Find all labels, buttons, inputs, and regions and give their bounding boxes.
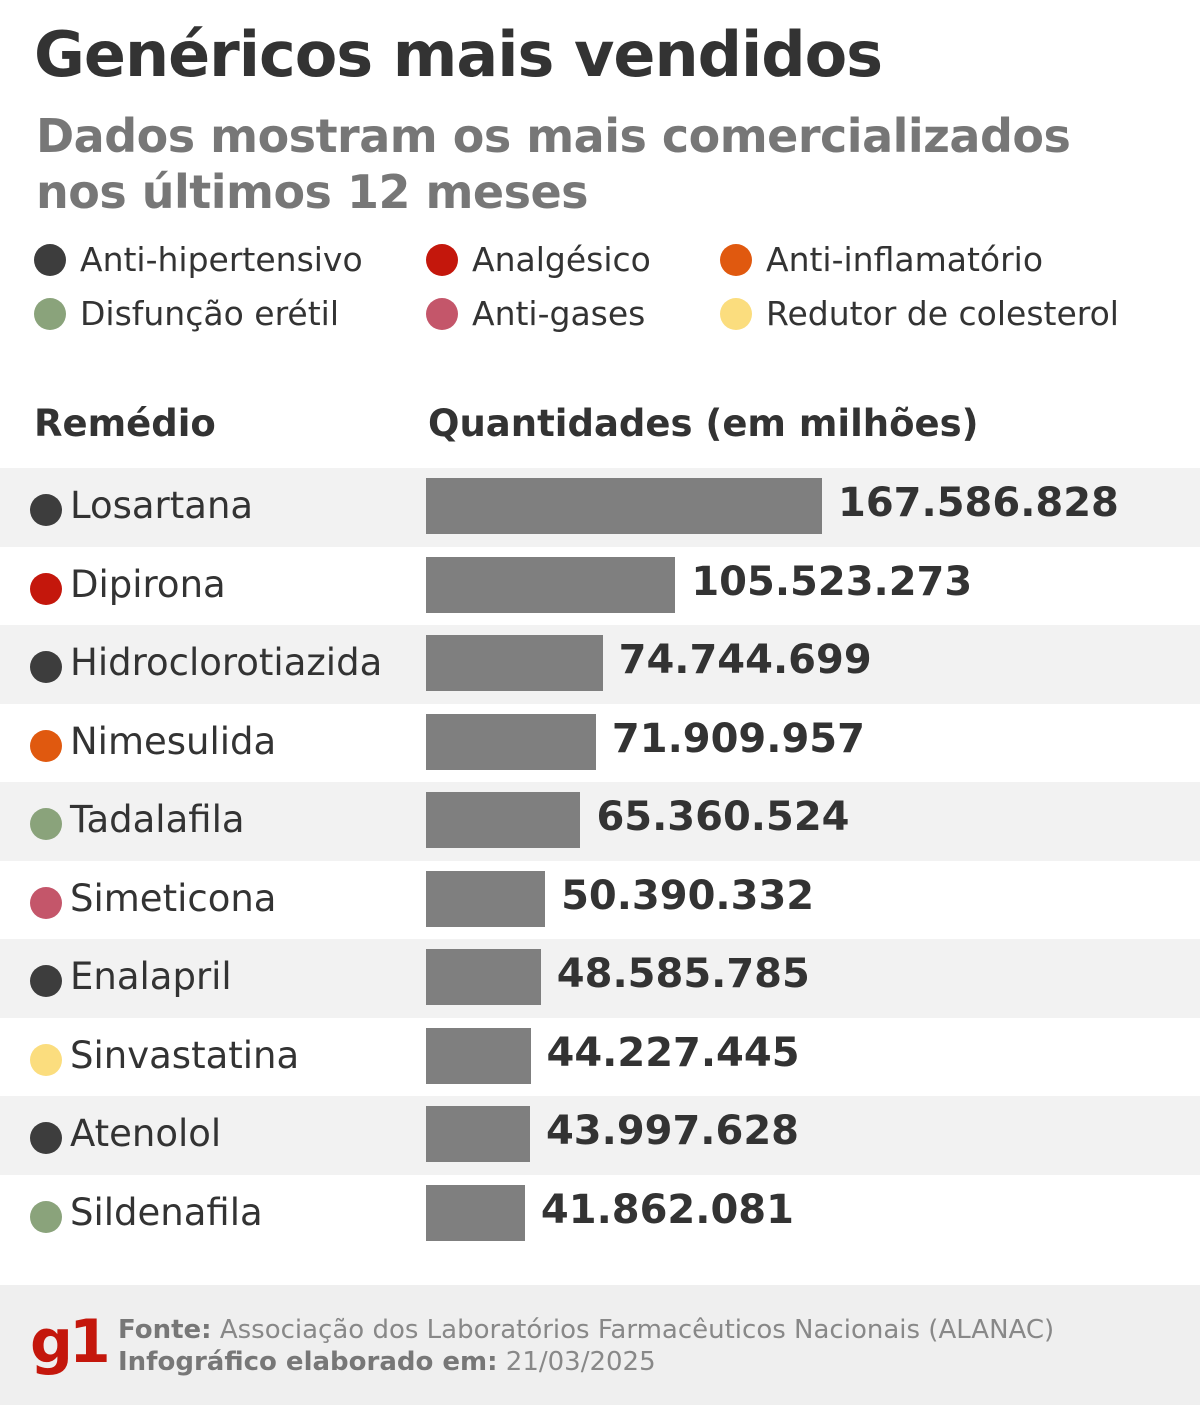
- date-label: Infográfico elaborado em:: [118, 1347, 498, 1377]
- bar-label: Sinvastatina: [70, 1033, 300, 1077]
- bar-value-label: 43.997.628: [545, 1108, 799, 1154]
- bar-row: Hidroclorotiazida 74.744.699: [0, 625, 1200, 704]
- bar-row: Enalapril 48.585.785: [0, 939, 1200, 1018]
- date-line: Infográfico elaborado em: 21/03/2025: [118, 1347, 656, 1377]
- bar-label: Losartana: [70, 484, 254, 527]
- bar-row: Losartana 167.586.828: [0, 468, 1200, 547]
- source-text: Associação dos Laboratórios Farmacêutico…: [219, 1315, 1055, 1345]
- legend-dot-icon: [426, 297, 458, 330]
- legend-item: Disfunção erétil: [34, 294, 339, 333]
- bar-label: Hidroclorotiazida: [70, 641, 383, 684]
- footer: g1 Fonte: Associação dos Laboratórios Fa…: [0, 1285, 1200, 1405]
- legend-label: Anti-inflamatório: [766, 240, 1044, 279]
- legend-label: Anti-gases: [472, 294, 646, 333]
- bar-label: Dipirona: [70, 562, 226, 606]
- legend-dot-icon: [720, 297, 752, 330]
- column-header-name: Remédio: [34, 402, 216, 445]
- column-header-value: Quantidades (em milhões): [428, 402, 979, 445]
- bar: [426, 556, 676, 613]
- source-label: Fonte:: [118, 1315, 212, 1345]
- bar: [426, 870, 546, 927]
- category-dot-icon: [30, 965, 62, 997]
- bar-label: Simeticona: [70, 876, 277, 920]
- category-dot-icon: [30, 494, 62, 526]
- legend-dot-icon: [34, 243, 66, 276]
- bar-row: Sinvastatina 44.227.445: [0, 1018, 1200, 1097]
- g1-logo: g1: [30, 1307, 111, 1377]
- legend-label: Analgésico: [472, 240, 651, 279]
- bar: [426, 1106, 530, 1162]
- category-dot-icon: [30, 572, 62, 605]
- legend-dot-icon: [34, 297, 66, 330]
- bar-label: Tadalafila: [70, 798, 245, 841]
- legend-item: Redutor de colesterol: [720, 294, 1119, 333]
- bar-chart: Losartana 167.586.828 Dipirona 105.523.273 H…: [0, 468, 1200, 1253]
- bar-value-label: 50.390.332: [561, 872, 815, 919]
- chart-title: Genéricos mais vendidos: [34, 18, 883, 91]
- bar-value-label: 48.585.785: [556, 951, 810, 997]
- legend-item: Anti-gases: [426, 294, 645, 333]
- bar: [426, 1027, 531, 1084]
- bar-value-label: 74.744.699: [618, 637, 872, 683]
- bar-label: Sildenafila: [70, 1190, 263, 1234]
- chart-subtitle: Dados mostram os mais comercializados no…: [36, 109, 1071, 219]
- bar-value-label: 71.909.957: [611, 715, 865, 762]
- bar: [426, 1184, 525, 1241]
- bar-value-label: 65.360.524: [596, 794, 850, 840]
- legend-item: Anti-hipertensivo: [34, 240, 363, 279]
- category-dot-icon: [30, 808, 62, 840]
- category-dot-icon: [30, 729, 62, 762]
- bar: [426, 713, 596, 770]
- bar: [426, 792, 581, 848]
- bar-row: Sildenafila 41.862.081: [0, 1175, 1200, 1254]
- bar-label: Atenolol: [70, 1112, 222, 1155]
- legend-label: Anti-hipertensivo: [80, 240, 363, 279]
- legend-dot-icon: [426, 243, 458, 276]
- bar-row: Nimesulida 71.909.957: [0, 704, 1200, 783]
- category-dot-icon: [30, 1122, 62, 1154]
- bar: [426, 635, 603, 691]
- bar-row: Tadalafila 65.360.524: [0, 782, 1200, 861]
- date-text: 21/03/2025: [505, 1347, 656, 1377]
- bar-label: Nimesulida: [70, 719, 277, 763]
- category-dot-icon: [30, 886, 62, 919]
- bar: [426, 478, 822, 534]
- legend-item: Analgésico: [426, 240, 651, 279]
- legend-label: Redutor de colesterol: [766, 294, 1119, 333]
- legend-label: Disfunção erétil: [80, 294, 339, 333]
- bar-row: Dipirona 105.523.273: [0, 547, 1200, 626]
- bar: [426, 949, 541, 1005]
- category-dot-icon: [30, 1200, 62, 1233]
- bar-value-label: 105.523.273: [691, 558, 973, 605]
- bar-value-label: 41.862.081: [540, 1186, 794, 1233]
- bar-value-label: 167.586.828: [838, 480, 1119, 526]
- legend-dot-icon: [720, 243, 752, 276]
- category-dot-icon: [30, 651, 62, 683]
- source-line: Fonte: Associação dos Laboratórios Farma…: [118, 1315, 1054, 1345]
- bar-value-label: 44.227.445: [546, 1029, 800, 1076]
- category-dot-icon: [30, 1043, 62, 1076]
- legend-item: Anti-inflamatório: [720, 240, 1043, 279]
- bar-row: Atenolol 43.997.628: [0, 1096, 1200, 1175]
- bar-row: Simeticona 50.390.332: [0, 861, 1200, 940]
- bar-label: Enalapril: [70, 955, 232, 998]
